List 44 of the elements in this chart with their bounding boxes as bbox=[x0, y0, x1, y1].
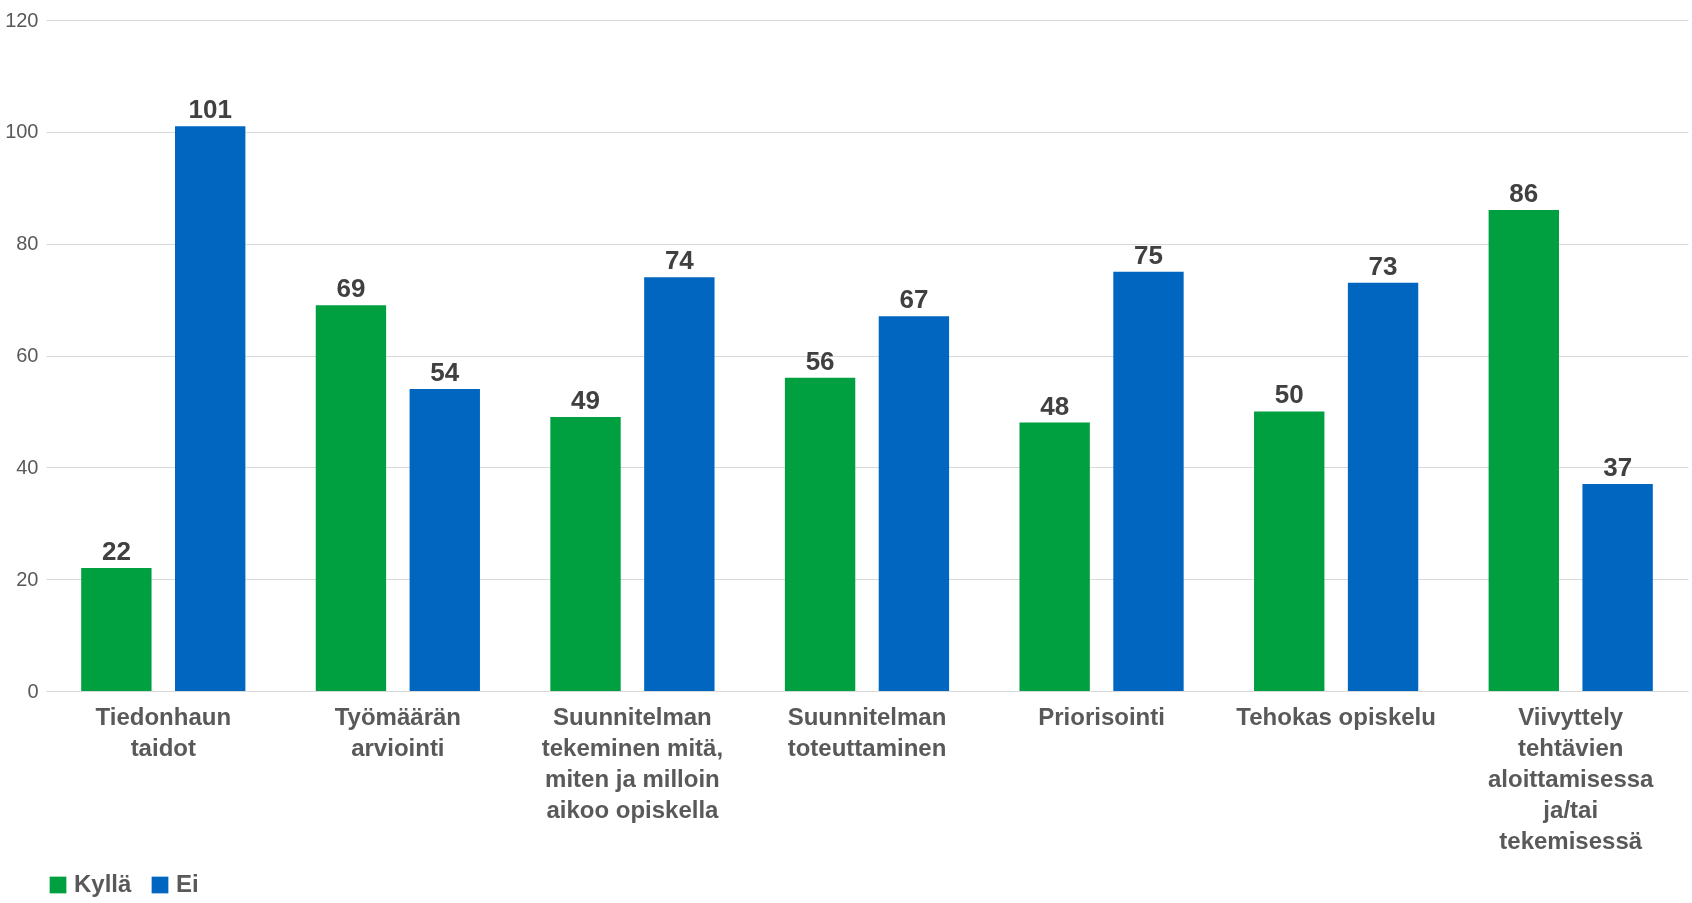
x-tick-label: Suunnitelman tekeminen mitä, miten ja milloin aikoo opiskella bbox=[541, 702, 724, 823]
bar bbox=[550, 417, 621, 691]
y-tick-label: 40 bbox=[16, 455, 39, 478]
data-label: 50 bbox=[1274, 379, 1304, 410]
data-label: 75 bbox=[1134, 239, 1163, 270]
bar bbox=[1254, 411, 1325, 691]
y-tick-label: 20 bbox=[16, 567, 39, 590]
data-label: 74 bbox=[664, 245, 695, 276]
bar bbox=[1347, 282, 1419, 691]
data-label: 101 bbox=[188, 94, 232, 125]
bar bbox=[644, 277, 715, 691]
legend-label: Kyllä bbox=[74, 870, 133, 897]
y-tick-label: 0 bbox=[27, 679, 39, 702]
bar bbox=[784, 377, 856, 691]
y-tick-label: 120 bbox=[5, 8, 39, 31]
data-label: 86 bbox=[1509, 178, 1539, 209]
bar bbox=[1488, 210, 1559, 691]
data-label: 67 bbox=[899, 284, 929, 315]
data-label: 54 bbox=[430, 357, 460, 388]
bar bbox=[81, 567, 152, 691]
bar bbox=[1582, 484, 1653, 691]
bar bbox=[175, 126, 246, 691]
y-tick-label: 80 bbox=[16, 232, 39, 255]
x-tick-label: Tehokas opiskelu bbox=[1236, 702, 1436, 730]
data-label: 49 bbox=[571, 385, 600, 416]
data-label: 69 bbox=[336, 273, 366, 304]
data-label: 37 bbox=[1603, 452, 1633, 483]
bar bbox=[315, 305, 387, 691]
y-tick-label: 100 bbox=[5, 120, 39, 143]
data-label: 56 bbox=[805, 345, 835, 376]
x-tick-label: Tiedonhaun taidot bbox=[95, 702, 232, 761]
x-tick-label: Suunnitelman toteuttaminen bbox=[787, 702, 947, 761]
bar bbox=[878, 316, 950, 691]
bar bbox=[409, 389, 480, 691]
x-tick-label: Työmäärän arviointi bbox=[334, 702, 461, 761]
x-tick-label: Priorisointi bbox=[1038, 702, 1165, 730]
data-label: 22 bbox=[101, 535, 131, 566]
bar bbox=[1019, 422, 1090, 691]
data-label: 73 bbox=[1368, 250, 1398, 281]
data-label: 48 bbox=[1040, 390, 1070, 421]
bar bbox=[1113, 271, 1184, 691]
x-tick-label: Viivyttely tehtävien aloittamisessa ja/tai tekemisessä bbox=[1488, 702, 1655, 854]
y-tick-label: 60 bbox=[16, 344, 39, 366]
legend-label: Ei bbox=[176, 870, 199, 897]
